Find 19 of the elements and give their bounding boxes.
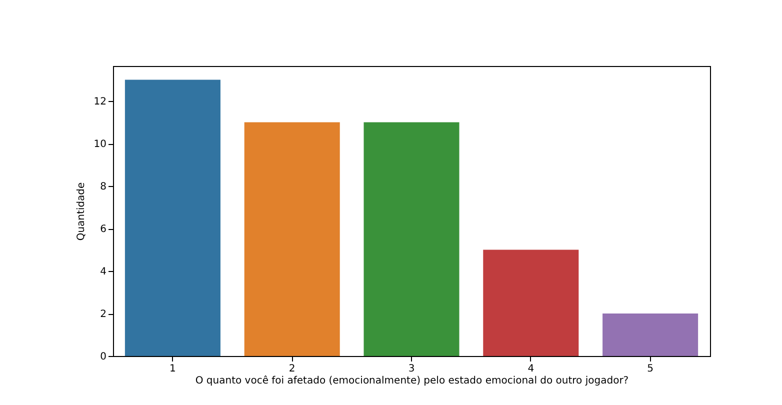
y-tick-label: 8: [100, 182, 106, 193]
y-tick-label: 10: [94, 139, 106, 150]
y-tick-label: 12: [94, 96, 106, 108]
x-axis-title: O quanto você foi afetado (emocionalmente) pelo estado emocional do outro jogador?: [195, 376, 629, 386]
bar: [364, 122, 460, 356]
bar: [483, 250, 579, 356]
y-tick-label: 6: [100, 224, 106, 236]
x-tick-label: 5: [647, 364, 654, 374]
y-tick-label: 4: [100, 266, 106, 278]
bar: [602, 314, 698, 356]
y-tick-label: 0: [100, 352, 106, 362]
y-tick-label: 2: [100, 309, 106, 320]
x-tick-label: 3: [408, 364, 415, 374]
bar: [124, 80, 220, 356]
x-tick-label: 1: [170, 364, 176, 374]
bar: [244, 122, 340, 356]
y-axis-title: Quantidade: [76, 182, 87, 241]
x-tick-label: 2: [288, 364, 296, 374]
x-tick-label: 4: [528, 364, 534, 374]
